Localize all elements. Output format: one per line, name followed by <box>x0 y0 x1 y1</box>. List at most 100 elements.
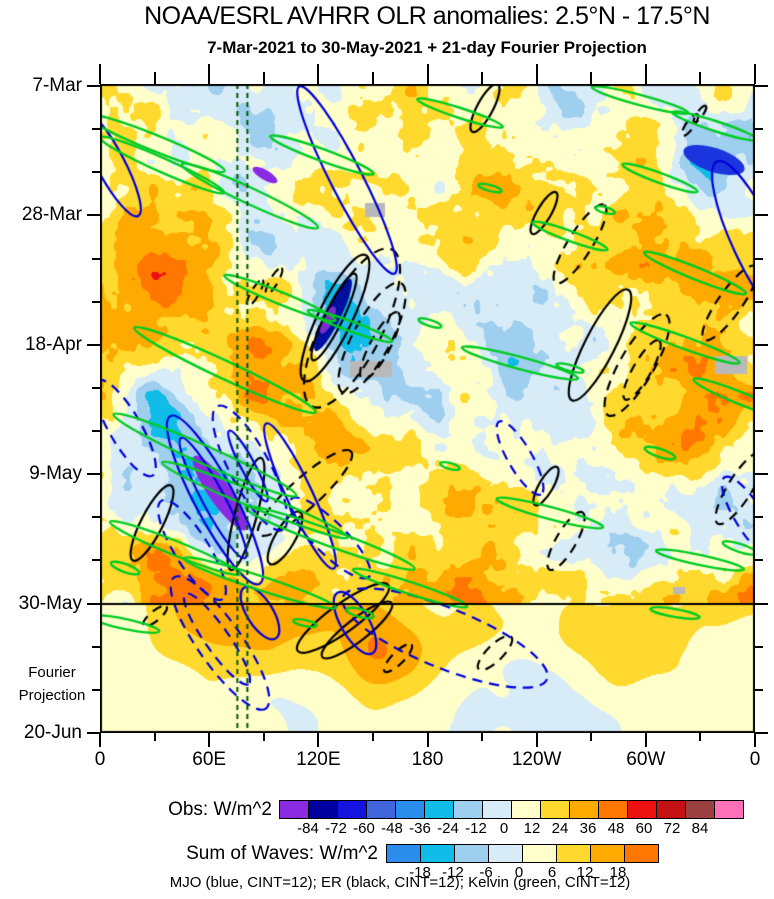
x-minor-tick <box>371 733 374 741</box>
x-major-tick <box>208 733 211 747</box>
y-minor-tick-right <box>755 688 763 691</box>
y-major-tick-right <box>755 85 768 87</box>
y-major-tick <box>87 473 100 476</box>
x-major-tick-top <box>208 64 211 84</box>
y-major-tick <box>87 732 100 734</box>
colorbar-tick-label: -24 <box>437 820 459 837</box>
y-tick-label: 7-Mar <box>32 75 82 96</box>
colorbar-tick-label: 48 <box>607 820 625 837</box>
colorbar-tick-label: -36 <box>409 820 431 837</box>
colorbar-tick-label: 24 <box>551 820 569 837</box>
x-minor-tick <box>699 733 702 741</box>
x-tick-label: 120E <box>296 749 341 770</box>
plot-area <box>100 84 755 733</box>
colorbar-cell <box>556 844 591 863</box>
contour-legend-text: MJO (blue, CINT=12); ER (black, CINT=12)… <box>169 874 631 891</box>
y-minor-tick-right <box>755 171 763 174</box>
obs-colorbar-label: Obs: W/m^2 <box>168 799 272 820</box>
x-major-tick <box>426 733 429 747</box>
y-minor-tick-right <box>755 128 763 131</box>
x-tick-label: 60E <box>192 749 227 770</box>
colorbar-cell <box>590 844 625 863</box>
x-major-tick <box>317 733 320 747</box>
chart-title: NOAA/ESRL AVHRR OLR anomalies: 2.5°N - 1… <box>144 2 710 30</box>
colorbar-cell <box>522 844 557 863</box>
colorbar-tick-label: -84 <box>297 820 319 837</box>
sum-of-waves-colorbar-label: Sum of Waves: W/m^2 <box>186 843 378 864</box>
colorbar-cell <box>598 800 628 819</box>
chart-subtitle: 7-Mar-2021 to 30-May-2021 + 21-day Fouri… <box>207 38 647 57</box>
x-major-tick-top <box>754 64 756 84</box>
y-major-tick-right <box>755 732 768 734</box>
x-tick-label: 60W <box>626 749 666 770</box>
y-major-tick-right <box>755 214 768 217</box>
hovmoller-heatmap-canvas <box>100 84 755 733</box>
colorbar-tick-label: -48 <box>381 820 403 837</box>
y-tick-label: 18-Apr <box>24 333 82 355</box>
colorbar-tick-label: 12 <box>523 820 541 837</box>
colorbar-tick-label: -72 <box>325 820 347 837</box>
y-minor-tick-right <box>755 559 763 562</box>
x-major-tick-top <box>99 64 101 84</box>
x-major-tick <box>754 733 756 747</box>
colorbar-cell <box>386 844 421 863</box>
colorbar-tick-label: -60 <box>353 820 375 837</box>
colorbar-tick-label: 18 <box>609 864 627 881</box>
x-major-tick-top <box>535 64 538 84</box>
colorbar-tick-label: 0 <box>514 864 524 881</box>
colorbar-cell <box>424 800 454 819</box>
y-tick-label: 30-May <box>18 592 82 614</box>
y-minor-tick-right <box>755 257 763 260</box>
colorbar-cell <box>656 800 686 819</box>
y-major-tick <box>87 343 100 346</box>
x-tick-label: 120W <box>511 749 562 770</box>
x-minor-tick-top <box>262 72 265 84</box>
x-major-tick <box>644 733 647 747</box>
colorbar-cell <box>488 844 523 863</box>
y-minor-tick <box>92 300 100 303</box>
y-major-tick <box>87 214 100 217</box>
colorbar-cell <box>569 800 599 819</box>
y-minor-tick-right <box>755 300 763 303</box>
y-major-tick-right <box>755 343 768 346</box>
colorbar-cell <box>308 800 338 819</box>
y-minor-tick <box>92 386 100 389</box>
x-tick-label: 0 <box>749 749 761 770</box>
x-major-tick <box>99 733 101 747</box>
y-minor-tick <box>92 128 100 131</box>
colorbar-tick-label: 84 <box>691 820 709 837</box>
y-major-tick <box>87 85 100 87</box>
y-minor-tick-right <box>755 430 763 433</box>
x-major-tick-top <box>317 64 320 84</box>
y-tick-label: 28-Mar <box>21 204 82 226</box>
colorbar-tick-label: -12 <box>442 864 464 881</box>
x-minor-tick <box>262 733 265 741</box>
x-major-tick-top <box>426 64 429 84</box>
colorbar-cell <box>627 800 657 819</box>
x-minor-tick-top <box>699 72 702 84</box>
colorbar-cell <box>540 800 570 819</box>
fourier-projection-label-line2: Projection <box>18 687 86 704</box>
x-minor-tick <box>481 733 484 741</box>
y-major-tick-right <box>755 602 768 605</box>
colorbar-cell <box>420 844 455 863</box>
y-minor-tick <box>92 559 100 562</box>
y-minor-tick <box>92 171 100 174</box>
colorbar-tick-label: 12 <box>576 864 594 881</box>
x-tick-label: 0 <box>94 749 106 770</box>
colorbar-cell <box>685 800 715 819</box>
y-major-tick <box>87 602 100 605</box>
colorbar-tick-label: -12 <box>465 820 487 837</box>
x-minor-tick <box>590 733 593 741</box>
colorbar-cell <box>714 800 744 819</box>
y-major-tick-right <box>755 473 768 476</box>
colorbar-cell <box>366 800 396 819</box>
y-minor-tick <box>92 430 100 433</box>
colorbar-cell <box>279 800 309 819</box>
sum-of-waves-colorbar <box>386 844 659 863</box>
y-tick-label: 20-Jun <box>23 722 82 743</box>
colorbar-cell <box>453 800 483 819</box>
colorbar-cell <box>454 844 489 863</box>
x-major-tick <box>535 733 538 747</box>
